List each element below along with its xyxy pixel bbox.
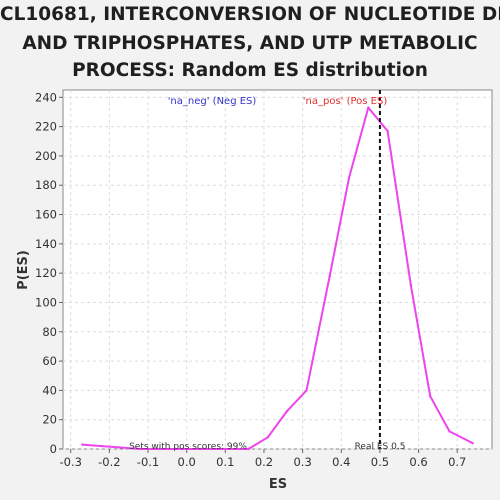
x-tick-label: -0.3 bbox=[60, 455, 82, 469]
data-point bbox=[285, 409, 289, 413]
x-tick-label: 0.4 bbox=[332, 455, 350, 469]
data-point bbox=[471, 441, 474, 445]
data-point bbox=[224, 447, 227, 451]
data-point bbox=[200, 447, 204, 451]
chart-title-line-1: CL10681, INTERCONVERSION OF NUCLEOTIDE D… bbox=[0, 4, 500, 25]
x-tick-label: -0.1 bbox=[137, 455, 159, 469]
y-tick-label: 180 bbox=[35, 178, 57, 192]
y-tick-label: 60 bbox=[42, 354, 57, 368]
data-point bbox=[409, 283, 413, 287]
data-point bbox=[139, 447, 142, 451]
y-tick-label: 200 bbox=[35, 149, 57, 163]
data-point bbox=[305, 389, 308, 392]
legend-entry-neg: 'na_neg' (Neg ES) bbox=[168, 96, 257, 107]
data-point bbox=[266, 436, 270, 439]
y-tick-label: 160 bbox=[35, 208, 57, 222]
series-line-0 bbox=[82, 106, 474, 450]
y-axis-title: P(ES) bbox=[16, 250, 31, 290]
y-tick-label: 20 bbox=[42, 413, 57, 427]
plot-background bbox=[62, 89, 493, 450]
y-axis: 0 20 40 60 80 100 120 140 160 180 200 220 240 bbox=[35, 90, 63, 456]
legend-entry-pos: 'na_pos' (Pos ES) bbox=[303, 96, 388, 107]
y-tick-label: 80 bbox=[42, 325, 57, 339]
chart-title-line-3: PROCESS: Random ES distribution bbox=[72, 60, 428, 81]
series-layer bbox=[81, 106, 474, 451]
data-point bbox=[81, 443, 84, 446]
y-tick-label: 0 bbox=[50, 442, 57, 456]
x-tick-label: -0.2 bbox=[98, 455, 120, 469]
x-axis: -0.3 -0.2 -0.1 0.0 0.1 0.2 0.3 0.4 0.5 0.6 0.7 bbox=[60, 449, 466, 469]
x-tick-label: 0.3 bbox=[293, 455, 311, 469]
pos-scores-annotation: Sets with pos scores: 99% bbox=[129, 442, 247, 452]
y-tick-label: 40 bbox=[42, 383, 57, 397]
x-tick-label: 0.7 bbox=[448, 455, 466, 469]
data-point bbox=[158, 447, 161, 451]
y-tick-label: 140 bbox=[35, 237, 57, 251]
data-point bbox=[181, 447, 185, 451]
data-point bbox=[367, 106, 370, 109]
data-point bbox=[347, 176, 351, 180]
data-point bbox=[328, 274, 331, 278]
chart-title-line-2: AND TRIPHOSPHATES, AND UTP METABOLIC bbox=[22, 33, 478, 54]
x-tick-label: 0.0 bbox=[178, 455, 196, 469]
x-axis-title: ES bbox=[269, 477, 287, 492]
data-point bbox=[386, 129, 389, 133]
data-point bbox=[247, 447, 250, 451]
y-tick-label: 240 bbox=[35, 90, 57, 104]
x-tick-label: 0.5 bbox=[371, 455, 389, 469]
real-es-label: Real ES 0.5 bbox=[355, 442, 406, 452]
y-tick-label: 100 bbox=[35, 295, 57, 309]
x-tick-label: 0.6 bbox=[409, 455, 427, 469]
data-point bbox=[100, 444, 103, 448]
x-tick-label: 0.2 bbox=[255, 455, 273, 469]
data-point bbox=[448, 430, 451, 433]
y-tick-label: 120 bbox=[35, 266, 57, 280]
x-tick-label: 0.1 bbox=[216, 455, 234, 469]
y-tick-label: 220 bbox=[35, 120, 57, 134]
data-point bbox=[119, 446, 123, 449]
data-point bbox=[428, 395, 432, 398]
